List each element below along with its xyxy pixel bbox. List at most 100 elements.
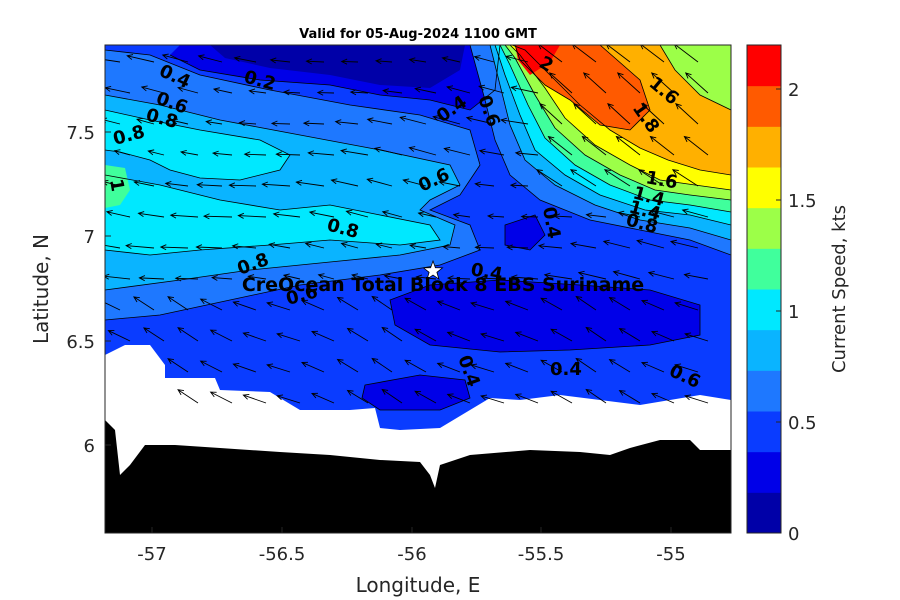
speed-zone-east-darkorange: [515, 45, 650, 130]
current-arrow: [212, 87, 233, 94]
current-arrow: [270, 120, 291, 127]
current-arrow: [438, 179, 461, 187]
colorbar-swatch: [747, 492, 781, 534]
current-arrow: [514, 331, 539, 342]
current-arrow: [340, 148, 369, 156]
y-tick-label: 6: [84, 436, 95, 457]
current-arrow: [683, 272, 709, 280]
current-arrow: [641, 103, 665, 125]
current-arrow: [196, 182, 223, 188]
current-arrow: [671, 169, 699, 187]
speed-zone-low-center: [390, 280, 700, 352]
current-arrow: [351, 273, 369, 280]
current-arrow: [164, 180, 189, 187]
current-arrow: [248, 88, 267, 95]
current-arrow: [585, 326, 607, 342]
current-arrow: [674, 301, 699, 311]
current-arrow: [612, 270, 641, 280]
current-arrow: [179, 149, 199, 156]
current-arrow: [408, 57, 427, 64]
current-arrow: [649, 209, 675, 218]
current-arrow: [504, 362, 529, 373]
current-arrow: [446, 85, 471, 94]
x-tick-label: -56: [397, 544, 426, 565]
current-arrow: [446, 331, 471, 342]
current-arrow: [107, 330, 131, 342]
y-tick-label: 6.5: [66, 332, 95, 353]
colorbar-swatch: [747, 45, 781, 87]
colorbar-swatch: [747, 289, 781, 331]
current-arrow: [211, 150, 233, 157]
current-arrow: [171, 118, 189, 125]
current-arrow: [436, 300, 461, 311]
speed-zone-aqua-center: [290, 210, 430, 240]
current-arrow: [681, 208, 709, 218]
current-arrow: [307, 150, 335, 157]
current-arrow: [268, 242, 291, 249]
current-arrow: [304, 241, 325, 249]
speed-zone-aqua-west: [105, 110, 290, 180]
current-arrow: [409, 243, 427, 250]
current-arrow: [282, 273, 301, 280]
current-arrow: [505, 54, 529, 63]
current-arrow: [402, 178, 427, 187]
current-arrow: [301, 299, 325, 311]
current-arrow: [683, 135, 709, 156]
current-arrow: [371, 357, 393, 373]
colorbar-swatch: [747, 248, 781, 290]
current-arrow: [608, 358, 631, 373]
current-arrow: [346, 327, 369, 342]
current-arrow: [301, 361, 325, 373]
land-mass: [105, 420, 731, 533]
current-arrow: [174, 275, 199, 282]
current-arrow: [414, 390, 437, 404]
y-axis-label: Latitude, N: [29, 234, 53, 344]
current-arrow: [547, 135, 573, 156]
current-arrow: [316, 89, 335, 96]
current-arrow: [266, 363, 291, 373]
current-arrow: [408, 146, 437, 156]
current-arrow: [138, 275, 165, 282]
colorbar-label: Current Speed, kts: [829, 205, 850, 373]
current-arrow: [382, 88, 403, 95]
speed-zone-east-red: [515, 45, 560, 75]
current-arrow: [575, 295, 597, 311]
current-arrow: [582, 72, 607, 94]
current-arrow: [211, 274, 233, 281]
current-arrow: [261, 181, 291, 188]
current-arrow: [105, 245, 121, 249]
current-arrow: [340, 58, 359, 65]
current-arrow: [539, 103, 563, 125]
current-arrow: [436, 362, 461, 373]
current-arrow: [575, 357, 597, 373]
contour-label: 0.4: [550, 359, 582, 380]
current-arrow: [308, 210, 335, 218]
current-arrow: [275, 151, 301, 158]
current-arrow: [336, 296, 359, 311]
current-arrow: [177, 327, 199, 342]
x-axis-label: Longitude, E: [356, 573, 481, 597]
current-arrow: [381, 326, 403, 342]
current-arrow: [478, 84, 505, 94]
current-arrow: [636, 239, 665, 249]
x-tick-label: -55: [656, 544, 685, 565]
colorbar-swatch: [747, 167, 781, 209]
current-arrow: [480, 394, 505, 404]
current-arrow: [669, 239, 699, 249]
current-arrow: [506, 244, 529, 251]
current-arrow: [247, 274, 267, 281]
current-arrow: [205, 119, 223, 126]
current-arrow: [650, 392, 675, 404]
current-arrow: [242, 393, 267, 404]
current-arrow: [381, 388, 403, 404]
current-arrow: [618, 327, 641, 342]
y-tick-label: 7.5: [66, 123, 95, 144]
current-arrow: [478, 148, 505, 156]
current-arrow: [470, 301, 495, 311]
current-arrow: [136, 117, 155, 125]
colorbar-swatch: [747, 411, 781, 453]
current-arrow: [167, 296, 189, 311]
current-arrow: [374, 58, 393, 65]
colorbar-tick-label: 2: [788, 80, 799, 101]
colorbar: 0 0.5 1 1.5 2 Current Speed, kts: [746, 44, 850, 545]
